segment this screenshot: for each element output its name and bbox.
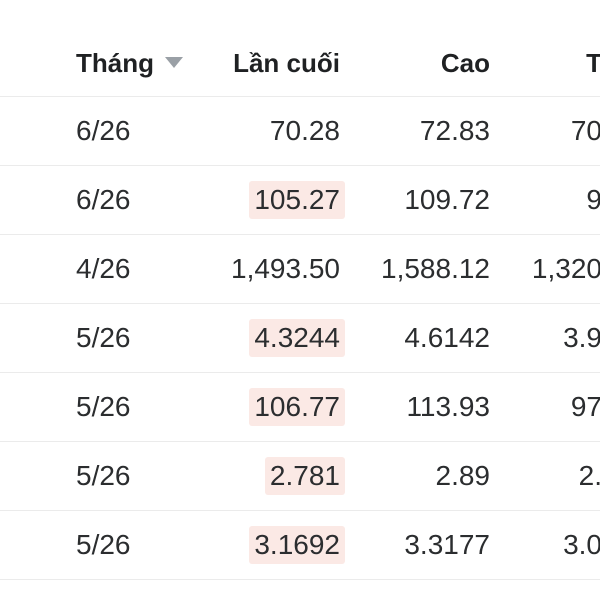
month-value: 4/26 bbox=[76, 252, 131, 284]
month-value: 5/26 bbox=[76, 528, 131, 560]
month-value: 5/26 bbox=[76, 321, 131, 353]
column-header-low[interactable]: T bbox=[490, 49, 600, 78]
low-value: 9 bbox=[586, 183, 600, 215]
last-value: 3.1692 bbox=[249, 525, 345, 565]
last-value: 106.77 bbox=[249, 387, 345, 427]
month-value: 6/26 bbox=[76, 114, 131, 146]
last-value: 2.781 bbox=[264, 456, 345, 496]
last-value: 4.3244 bbox=[249, 318, 345, 358]
last-cell: 4.3244 bbox=[180, 318, 345, 358]
low-value: 1,320 bbox=[531, 252, 600, 284]
column-header-last[interactable]: Lần cuối bbox=[180, 49, 340, 78]
last-value: 70.28 bbox=[269, 114, 340, 146]
low-value: 2. bbox=[578, 459, 600, 491]
low-cell: 97 bbox=[490, 390, 600, 423]
month-cell: 5/26 bbox=[0, 528, 180, 561]
table-row[interactable]: 6/26 70.28 72.83 70 bbox=[0, 97, 600, 166]
low-value: 3.9 bbox=[563, 321, 600, 353]
table-row[interactable]: 6/26 105.27 109.72 9 bbox=[0, 166, 600, 235]
table-header-row: Tháng Lần cuối Cao T bbox=[0, 0, 600, 97]
month-value: 5/26 bbox=[76, 390, 131, 422]
high-cell: 2.89 bbox=[340, 459, 491, 492]
high-cell: 109.72 bbox=[340, 183, 490, 216]
low-cell: 9 bbox=[490, 183, 600, 216]
high-cell: 113.93 bbox=[340, 390, 490, 423]
table-row[interactable]: 5/26 3.1692 3.3177 3.0 bbox=[0, 511, 600, 580]
last-cell: 3.1692 bbox=[180, 525, 345, 565]
table-row[interactable]: 5/26 2.781 2.89 2. bbox=[0, 442, 600, 511]
month-cell: 5/26 bbox=[0, 390, 180, 423]
futures-price-table: Tháng Lần cuối Cao T 6/26 70.28 72.83 70… bbox=[0, 0, 600, 580]
high-value: 72.83 bbox=[419, 114, 490, 146]
table-row[interactable]: 4/26 1,493.50 1,588.12 1,320 bbox=[0, 235, 600, 304]
column-header-month-label: Tháng bbox=[76, 48, 154, 79]
month-value: 5/26 bbox=[76, 459, 131, 491]
high-value: 2.89 bbox=[435, 459, 491, 491]
high-cell: 1,588.12 bbox=[340, 252, 490, 285]
last-cell: 2.781 bbox=[180, 456, 345, 496]
low-value: 70 bbox=[570, 114, 600, 146]
column-header-month[interactable]: Tháng bbox=[0, 48, 183, 79]
low-cell: 3.0 bbox=[490, 528, 600, 561]
low-cell: 1,320 bbox=[490, 252, 600, 285]
sort-desc-icon bbox=[165, 57, 183, 69]
low-value: 97 bbox=[570, 390, 600, 422]
month-cell: 6/26 bbox=[0, 114, 180, 147]
high-value: 4.6142 bbox=[404, 321, 490, 353]
low-cell: 3.9 bbox=[490, 321, 600, 354]
column-header-high[interactable]: Cao bbox=[340, 49, 490, 78]
month-cell: 5/26 bbox=[0, 459, 180, 492]
high-cell: 72.83 bbox=[340, 114, 490, 147]
high-value: 109.72 bbox=[404, 183, 490, 215]
last-value: 1,493.50 bbox=[231, 252, 340, 284]
table-row[interactable]: 5/26 4.3244 4.6142 3.9 bbox=[0, 304, 600, 373]
low-cell: 70 bbox=[490, 114, 600, 147]
column-header-low-label: T bbox=[586, 48, 600, 79]
high-value: 3.3177 bbox=[404, 528, 490, 560]
last-cell: 1,493.50 bbox=[180, 252, 340, 285]
last-cell: 70.28 bbox=[180, 114, 340, 147]
month-value: 6/26 bbox=[76, 183, 131, 215]
month-cell: 4/26 bbox=[0, 252, 180, 285]
last-cell: 106.77 bbox=[180, 387, 345, 427]
month-cell: 5/26 bbox=[0, 321, 180, 354]
last-cell: 105.27 bbox=[180, 180, 345, 220]
low-value: 3.0 bbox=[563, 528, 600, 560]
high-value: 1,588.12 bbox=[381, 252, 490, 284]
low-cell: 2. bbox=[490, 459, 600, 492]
column-header-high-label: Cao bbox=[440, 48, 490, 79]
high-cell: 3.3177 bbox=[340, 528, 490, 561]
column-header-last-label: Lần cuối bbox=[233, 48, 340, 79]
month-cell: 6/26 bbox=[0, 183, 180, 216]
high-cell: 4.6142 bbox=[340, 321, 490, 354]
table-row[interactable]: 5/26 106.77 113.93 97 bbox=[0, 373, 600, 442]
last-value: 105.27 bbox=[249, 180, 345, 220]
high-value: 113.93 bbox=[406, 390, 490, 422]
